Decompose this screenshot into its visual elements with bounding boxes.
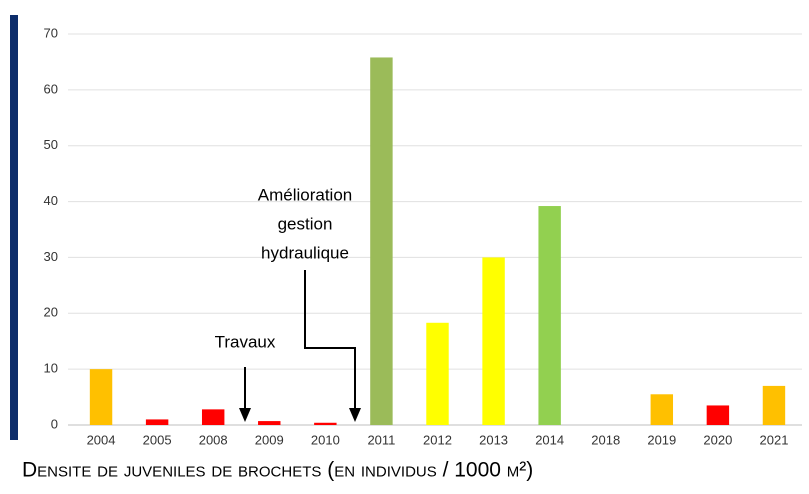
y-tick-label: 70 (44, 25, 58, 40)
arrows (244, 270, 356, 410)
x-tick-label: 2018 (591, 432, 620, 447)
x-tick-label: 2013 (479, 432, 508, 447)
y-tick-label: 20 (44, 305, 58, 320)
y-tick-label: 30 (44, 249, 58, 264)
y-tick-label: 50 (44, 137, 58, 152)
bar (538, 206, 561, 425)
arrow-heads (239, 408, 361, 422)
bar (706, 405, 730, 425)
bar (370, 57, 393, 426)
annotation: Travaux (215, 332, 276, 351)
x-tick-label: 2010 (311, 432, 340, 447)
x-tick-label: 2014 (535, 432, 564, 447)
x-tick-label: 2011 (367, 432, 395, 447)
chart-title: Densite de juveniles de brochets (en ind… (22, 459, 533, 482)
bar (201, 409, 225, 425)
x-tick-label: 2004 (87, 432, 116, 447)
bar (426, 322, 449, 425)
bar (258, 421, 281, 425)
x-tick-label: 2020 (703, 432, 732, 447)
x-tick-label: 2008 (199, 432, 228, 447)
bar (482, 257, 505, 425)
bar (145, 419, 169, 425)
bar (762, 385, 786, 425)
y-tick-label: 40 (44, 193, 58, 208)
x-tick-label: 2021 (760, 432, 789, 447)
bar (89, 369, 113, 425)
x-tick-label: 2012 (423, 432, 452, 447)
annotation: gestion (278, 214, 333, 233)
x-tick-label: 2019 (647, 432, 676, 447)
bar (650, 394, 674, 425)
y-tick-label: 10 (44, 361, 58, 376)
x-tick-label: 2009 (255, 432, 284, 447)
bar (314, 422, 337, 425)
y-tick-label: 0 (51, 416, 58, 431)
annotation: hydraulique (261, 243, 349, 262)
y-tick-label: 60 (44, 81, 58, 96)
annotation: Amélioration (258, 185, 353, 204)
side-strip (10, 15, 18, 440)
x-tick-label: 2005 (143, 432, 172, 447)
